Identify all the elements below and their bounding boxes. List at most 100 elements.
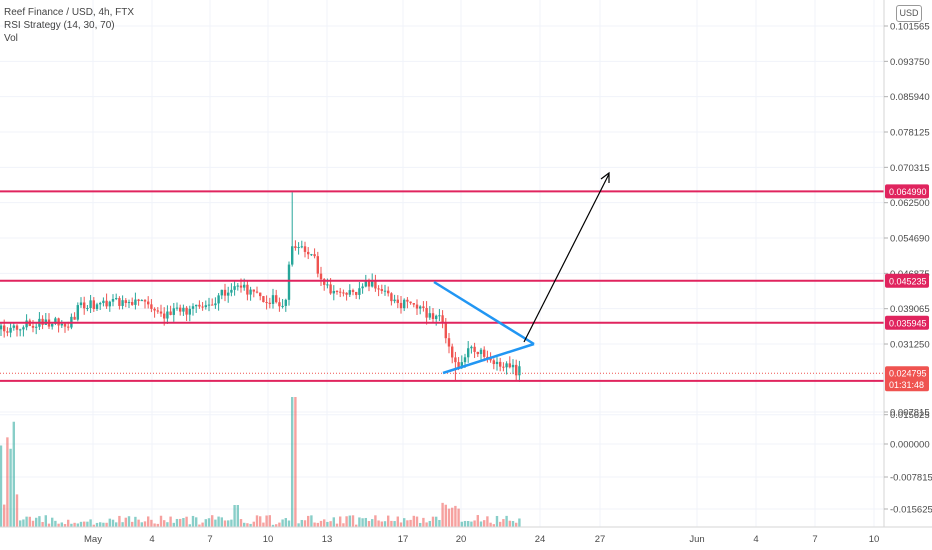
candle-body bbox=[467, 348, 470, 358]
candle-body bbox=[169, 311, 172, 315]
volume-bar bbox=[44, 515, 47, 527]
candle-body bbox=[358, 288, 361, 295]
candle-body bbox=[249, 289, 252, 295]
price-axis[interactable]: 0.101565 0.093750 0.085940 0.078125 0.070315… bbox=[884, 22, 932, 516]
candle-body bbox=[12, 325, 15, 328]
candle-body bbox=[95, 304, 99, 310]
candle-body bbox=[428, 313, 431, 318]
volume-bar bbox=[518, 518, 521, 527]
volume-bar bbox=[79, 521, 83, 527]
volume-bar bbox=[35, 517, 38, 527]
candle-body bbox=[54, 318, 57, 324]
candle-body bbox=[252, 289, 255, 292]
volume-bar bbox=[204, 519, 207, 527]
candle-body bbox=[406, 299, 409, 302]
volume-bar bbox=[67, 519, 70, 527]
volume-bar bbox=[134, 516, 137, 527]
level-price-label: 0.064990 bbox=[889, 187, 927, 197]
candle-body bbox=[371, 280, 374, 287]
volume-bar bbox=[239, 519, 243, 527]
candle-body bbox=[297, 247, 300, 249]
candle-body bbox=[323, 279, 326, 285]
volume-bar bbox=[211, 515, 214, 527]
candle-body bbox=[143, 300, 147, 302]
candle-body bbox=[236, 285, 239, 287]
volume-bar bbox=[156, 523, 159, 527]
candle-body bbox=[124, 300, 127, 303]
volume-bar bbox=[390, 520, 393, 527]
candle-body bbox=[284, 299, 287, 306]
candle-body bbox=[281, 305, 284, 307]
candle-body bbox=[51, 323, 54, 327]
candle-body bbox=[220, 289, 223, 296]
volume-bar bbox=[19, 520, 22, 527]
y-tick-label: 0.000000 bbox=[890, 440, 930, 451]
y-tick-label: 0.093750 bbox=[890, 57, 930, 68]
candle-body bbox=[275, 295, 278, 303]
candle-body bbox=[438, 315, 441, 317]
candle-body bbox=[195, 304, 198, 307]
candle-body bbox=[351, 290, 355, 292]
candle-body bbox=[67, 326, 70, 328]
candle-body bbox=[89, 300, 92, 308]
candle-body bbox=[431, 313, 435, 320]
horizontal-levels[interactable] bbox=[0, 190, 884, 382]
x-tick-label: 4 bbox=[753, 534, 758, 545]
y-tick-label: 0.062500 bbox=[890, 198, 930, 209]
candle-body bbox=[342, 292, 345, 294]
candle-body bbox=[473, 346, 476, 352]
candle-body bbox=[380, 289, 383, 291]
volume-bar bbox=[236, 505, 239, 527]
volume-bar bbox=[380, 521, 383, 527]
candle-body bbox=[207, 304, 211, 306]
x-tick-label: 7 bbox=[207, 534, 212, 545]
candle-body bbox=[265, 302, 268, 304]
volume-bar bbox=[105, 522, 108, 527]
triangle-lower-line bbox=[442, 342, 535, 375]
volume-bars bbox=[0, 397, 521, 527]
candle-body bbox=[300, 246, 303, 248]
candle-body bbox=[508, 363, 511, 368]
volume-bar bbox=[476, 515, 479, 527]
volume-bar bbox=[460, 521, 463, 527]
volume-bar bbox=[508, 520, 511, 527]
volume-bar bbox=[38, 516, 41, 527]
volume-bar bbox=[463, 520, 467, 527]
candle-body bbox=[499, 361, 502, 367]
volume-bar bbox=[271, 524, 275, 527]
volume-label: Vol bbox=[4, 33, 18, 44]
candle-body bbox=[515, 364, 518, 376]
volume-bar bbox=[495, 515, 499, 527]
volume-bar bbox=[515, 522, 518, 527]
volume-bar bbox=[92, 524, 95, 527]
volume-bar bbox=[409, 519, 412, 527]
volume-bar bbox=[441, 502, 444, 527]
candle-body bbox=[374, 280, 377, 289]
volume-bar bbox=[444, 504, 447, 527]
time-axis[interactable]: May 4 7 10 13 17 20 24 27 Jun 4 7 10 bbox=[84, 534, 879, 545]
currency-button[interactable]: USD bbox=[896, 5, 922, 22]
candle-body bbox=[435, 315, 438, 320]
volume-bar bbox=[195, 517, 198, 527]
candle-body bbox=[364, 281, 367, 287]
candle-body bbox=[271, 295, 275, 304]
volume-bar bbox=[153, 523, 156, 527]
candle-body bbox=[118, 298, 121, 306]
breakout-arrow bbox=[523, 173, 610, 343]
volume-bar bbox=[28, 516, 31, 527]
y-tick-label: 0.101565 bbox=[890, 22, 930, 33]
candle-body bbox=[153, 308, 156, 311]
volume-bar bbox=[303, 520, 307, 527]
candle-body bbox=[268, 302, 271, 304]
volume-bar bbox=[483, 520, 486, 527]
candle-body bbox=[409, 301, 412, 304]
volume-bar bbox=[377, 520, 380, 527]
volume-bar bbox=[127, 516, 131, 527]
volume-bar bbox=[124, 517, 127, 527]
drawings[interactable] bbox=[433, 171, 610, 375]
volume-bar bbox=[383, 521, 387, 527]
volume-bar bbox=[454, 505, 457, 527]
y-tick-label: 0.054690 bbox=[890, 234, 930, 245]
volume-bar bbox=[332, 517, 335, 527]
